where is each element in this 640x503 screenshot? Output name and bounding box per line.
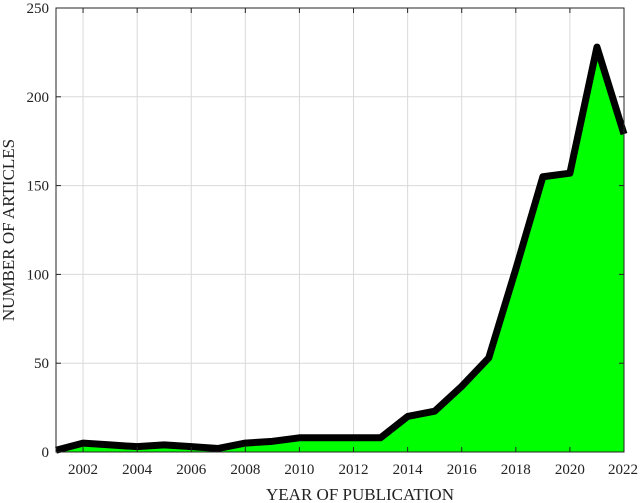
x-tick-label: 2018 [501, 462, 531, 478]
y-axis-ticks: 0 50 100 150 200 250 [27, 1, 624, 461]
y-tick-label: 0 [42, 445, 50, 461]
x-tick-label: 2020 [555, 462, 585, 478]
x-axis-ticks: 2002 2004 2006 2008 2010 2012 2014 2016 2018 2020… [68, 8, 638, 478]
x-tick-label: 2006 [176, 462, 207, 478]
x-tick-label: 2012 [339, 462, 369, 478]
plot-frame [55, 7, 625, 453]
y-tick-label: 150 [27, 179, 50, 195]
series-area-fill [56, 47, 624, 452]
x-axis-title: YEAR OF PUBLICATION [266, 485, 454, 503]
x-tick-label: 2010 [284, 462, 314, 478]
y-tick-label: 100 [27, 267, 50, 283]
series-line [55, 43, 628, 454]
x-tick-label: 2008 [230, 462, 260, 478]
x-tick-label: 2004 [122, 462, 153, 478]
y-tick-label: 50 [34, 356, 49, 372]
y-tick-label: 200 [27, 90, 50, 106]
y-tick-label: 250 [27, 1, 50, 17]
x-tick-label: 2016 [447, 462, 478, 478]
series-area-group [55, 43, 628, 454]
x-tick-label: 2002 [68, 462, 98, 478]
y-axis-title: NUMBER OF ARTICLES [0, 139, 18, 321]
x-tick-label: 2022 [608, 462, 638, 478]
x-tick-label: 2014 [393, 462, 424, 478]
